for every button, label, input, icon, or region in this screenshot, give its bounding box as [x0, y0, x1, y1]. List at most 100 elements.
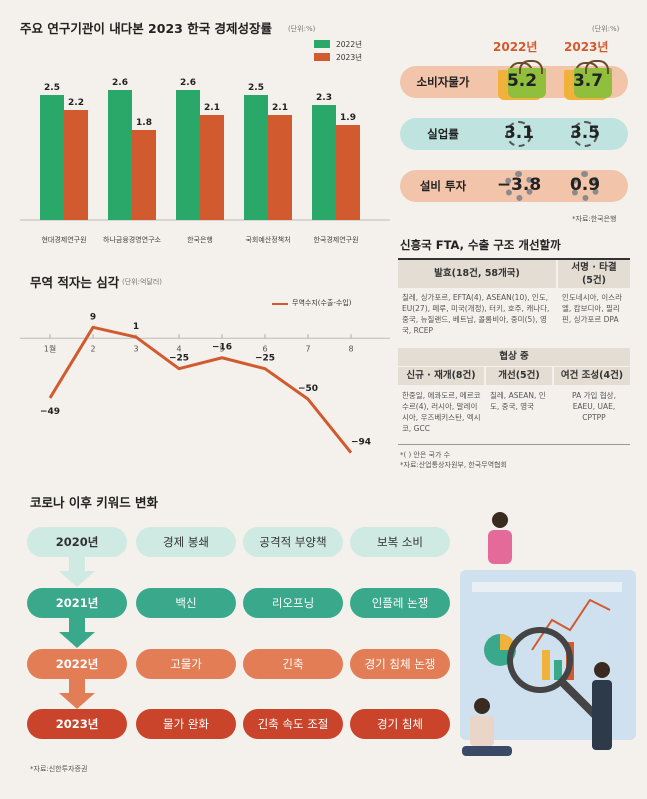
indicator-row-cpi: 소비자물가 5.2 3.7 [400, 60, 628, 100]
bar-legend: 2022년 2023년 [314, 39, 394, 63]
keyword-item: 경제 봉쇄 [136, 527, 236, 557]
bar-2022 [176, 90, 200, 220]
woman-figure-icon [492, 512, 508, 528]
bar-value-label: 2.5 [248, 83, 264, 93]
bar-2022 [244, 95, 268, 220]
indicator-row-unemployment: 실업률 3.1 3.5 [400, 118, 628, 150]
indicator-value-2022: 3.1 [503, 123, 535, 143]
bar-2023 [64, 110, 88, 220]
bar-value-label: 2.2 [68, 98, 84, 108]
shopping-bag-icon [508, 60, 546, 98]
keyword-year-2023: 2023년 [27, 709, 127, 739]
indicator-value-2023: 3.5 [569, 123, 601, 143]
bar-value-label: 2.6 [180, 78, 196, 88]
line-value-label: 1 [133, 322, 139, 332]
bar-value-label: 2.3 [316, 93, 332, 103]
line-x-tick-label: 6 [262, 344, 267, 353]
bar-2023 [200, 115, 224, 220]
bar-2023 [268, 115, 292, 220]
fta-note: *( ) 안은 국가 수 [400, 451, 451, 459]
line-x-tick-label: 1월 [44, 343, 56, 353]
gear-icon [504, 171, 534, 201]
keyword-item: 리오프닝 [243, 588, 343, 618]
line-x-tick-label: 4 [176, 344, 181, 353]
bar-value-label: 1.9 [340, 113, 356, 123]
bar-category-label: 한국은행 [187, 235, 213, 244]
bar-category-label: 하나금융경영연구소 [103, 235, 162, 244]
line-series [48, 325, 353, 454]
fta-table: 발효(18건, 58개국) 서명 · 타결 (5건) 칠레, 싱가포르, EFT… [398, 258, 630, 446]
line-legend-label: 무역수지(수출-수입) [292, 299, 352, 307]
line-x-tick-label: 5 [219, 344, 224, 353]
keyword-item: 공격적 부양책 [243, 527, 343, 557]
indicator-label: 소비자물가 [416, 75, 470, 89]
bar-icon [542, 650, 550, 680]
down-arrow-icon [59, 557, 95, 587]
line-chart-unit: (단위:억달러) [122, 278, 163, 286]
indicator-year-2023: 2023년 [564, 40, 609, 54]
fta-head-nego: 협상 중 [398, 348, 630, 366]
fta-head-effect: 발효(18건, 58개국) [398, 260, 556, 288]
legend-swatch-2022 [314, 40, 330, 48]
line-value-label: −25 [255, 354, 275, 364]
fta-title: 신흥국 FTA, 수출 구조 개선할까 [400, 238, 561, 252]
indicator-label: 실업률 [427, 127, 459, 141]
indicator-value-2022: 5.2 [506, 71, 538, 91]
bar-value-label: 2.6 [112, 78, 128, 88]
line-value-label: 9 [90, 312, 96, 322]
bar-value-label: 2.1 [204, 103, 220, 113]
fta-head-improve: 개선(5건) [486, 367, 552, 385]
line-x-tick-label: 8 [348, 344, 353, 353]
table-rule [398, 258, 630, 260]
indicator-year-2022: 2022년 [493, 40, 538, 54]
bar-category-label: 현대경제연구원 [41, 235, 86, 244]
bar-value-label: 1.8 [136, 118, 152, 128]
down-arrow-icon [59, 679, 95, 709]
bar-chart-unit: (단위:%) [288, 25, 316, 33]
gear-icon [570, 171, 600, 201]
line-value-label: −50 [298, 384, 318, 394]
person-circle-icon [506, 121, 532, 147]
man-figure-icon [594, 662, 610, 678]
down-arrow-icon [59, 618, 95, 648]
bar-2023 [132, 130, 156, 220]
line-x-tick-label: 7 [305, 344, 310, 353]
legend-label-2022: 2022년 [336, 40, 362, 49]
bar-chart-title: 주요 연구기관이 내다본 2023 한국 경제성장률 [20, 21, 273, 36]
indicator-value-2022: −3.8 [496, 175, 542, 195]
legend-label-2023: 2023년 [336, 53, 362, 62]
business-illustration [460, 512, 636, 756]
line-x-tick-label: 3 [133, 344, 138, 353]
indicator-value-2023: 3.7 [572, 71, 604, 91]
keyword-item: 고물가 [136, 649, 236, 679]
keyword-year-2022: 2022년 [27, 649, 127, 679]
sitting-man-figure-icon [474, 698, 490, 714]
bar-value-label: 2.1 [272, 103, 288, 113]
keyword-item: 경기 침체 [350, 709, 450, 739]
fta-improve-list: 칠레, ASEAN, 인도, 중국, 영국 [490, 391, 546, 411]
keywords-title: 코로나 이후 키워드 변화 [30, 495, 159, 510]
dashboard-bar [472, 582, 622, 592]
keyword-item: 물가 완화 [136, 709, 236, 739]
keyword-item: 경기 침체 논쟁 [350, 649, 450, 679]
line-legend-swatch [272, 303, 288, 305]
fta-head-new: 신규 · 재개(8건) [398, 367, 484, 385]
keyword-item: 인플레 논쟁 [350, 588, 450, 618]
indicator-source: *자료:한국은행 [572, 215, 617, 223]
bar-2022 [40, 95, 64, 220]
fta-source: *자료:산업통상자원부, 한국무역협회 [400, 461, 507, 469]
bar-2023 [336, 125, 360, 220]
line-chart: 1월 2 3 4 5 6 7 8 −49 9 1 −25 −16 −25 −50 −94 [20, 312, 390, 454]
keyword-year-2021: 2021년 [27, 588, 127, 618]
keyword-item: 긴축 속도 조절 [243, 709, 343, 739]
indicator-unit: (단위:%) [592, 25, 620, 33]
bar-2022 [312, 105, 336, 220]
bar-category-label: 국회예산정책처 [245, 235, 290, 244]
shopping-bag-icon [574, 60, 612, 98]
keyword-year-2020: 2020년 [27, 527, 127, 557]
fta-sign-list: 인도네시아, 이스라엘, 캄보디아, 필리핀, 싱가포르 DPA [562, 293, 622, 324]
indicator-value-2023: 0.9 [569, 175, 601, 195]
line-chart-title: 무역 적자는 심각 [30, 275, 120, 290]
bar-icon [554, 660, 562, 680]
fta-head-env: 여건 조성(4건) [554, 367, 630, 385]
